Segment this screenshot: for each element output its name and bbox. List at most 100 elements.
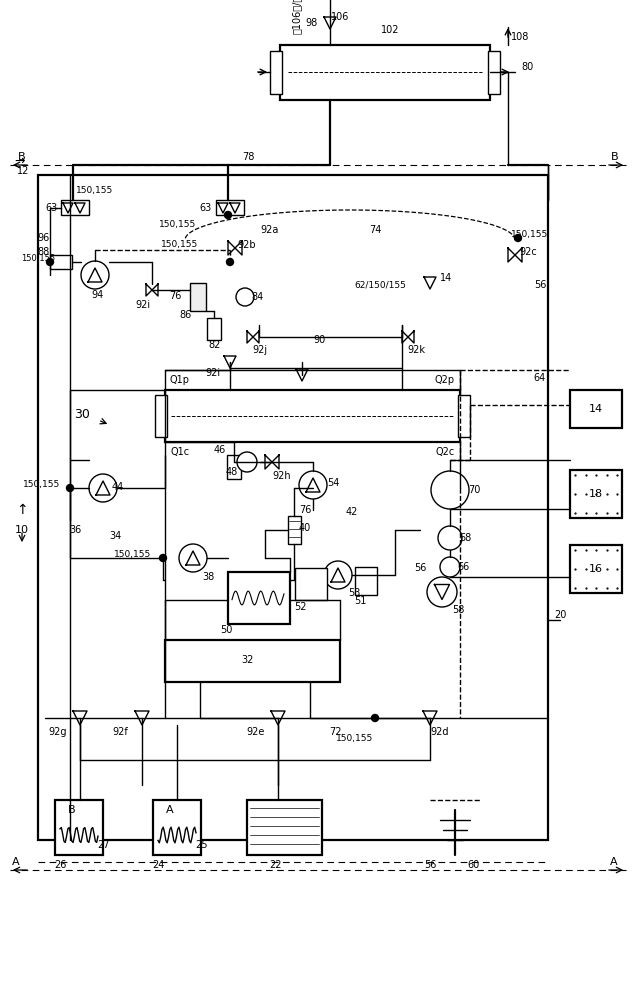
Text: 51: 51: [354, 596, 366, 606]
Text: 78: 78: [242, 152, 254, 162]
Bar: [488, 51, 500, 94]
Text: 48: 48: [226, 467, 238, 477]
Text: 92i: 92i: [135, 300, 151, 310]
Text: Q1c: Q1c: [170, 447, 190, 457]
Text: 32: 32: [242, 655, 254, 665]
Circle shape: [515, 234, 522, 241]
Circle shape: [89, 474, 117, 502]
Text: Q1p: Q1p: [170, 375, 190, 385]
Text: 44: 44: [112, 482, 124, 492]
Bar: [61, 200, 89, 215]
Circle shape: [67, 485, 74, 491]
Text: 82: 82: [209, 340, 221, 350]
Circle shape: [236, 288, 254, 306]
Text: 92b: 92b: [238, 240, 256, 250]
Circle shape: [438, 526, 462, 550]
Circle shape: [160, 554, 167, 562]
Text: 40: 40: [299, 523, 311, 533]
Text: A: A: [611, 857, 618, 867]
Text: 60: 60: [468, 860, 480, 870]
Text: A: A: [166, 805, 174, 815]
Text: 84: 84: [252, 292, 264, 302]
Text: 72: 72: [329, 727, 342, 737]
Circle shape: [81, 261, 109, 289]
Text: 150,155: 150,155: [76, 186, 114, 194]
Text: 92d: 92d: [431, 727, 449, 737]
Text: 14: 14: [589, 404, 603, 414]
Text: 38: 38: [202, 572, 214, 582]
Circle shape: [371, 714, 378, 722]
Text: 42: 42: [346, 507, 358, 517]
Bar: [38, 175, 548, 840]
Text: 56: 56: [414, 563, 426, 573]
Text: 27: 27: [98, 840, 110, 850]
Text: 80: 80: [522, 62, 534, 72]
Text: 92c: 92c: [519, 247, 537, 257]
Text: 108: 108: [511, 32, 529, 42]
Bar: [570, 470, 622, 518]
Text: 88: 88: [37, 247, 49, 257]
Text: 30: 30: [74, 408, 90, 422]
Text: 52: 52: [294, 602, 307, 612]
Bar: [165, 640, 340, 682]
Bar: [295, 568, 327, 600]
Text: 98: 98: [306, 18, 318, 28]
Text: 150,155: 150,155: [336, 734, 373, 742]
Text: 12: 12: [17, 166, 29, 176]
Circle shape: [427, 577, 457, 607]
Text: 54: 54: [327, 478, 339, 488]
Text: 92a: 92a: [261, 225, 279, 235]
Text: 92g: 92g: [49, 727, 67, 737]
Text: 63: 63: [200, 203, 212, 213]
Text: 150,155: 150,155: [24, 480, 60, 488]
Text: 94: 94: [92, 290, 104, 300]
Text: 22: 22: [270, 860, 282, 870]
Bar: [270, 51, 282, 94]
Bar: [570, 390, 622, 428]
Circle shape: [46, 258, 53, 265]
Text: 63: 63: [45, 203, 57, 213]
Text: B: B: [611, 152, 618, 162]
Bar: [280, 45, 490, 100]
Text: 14: 14: [440, 273, 452, 283]
Text: 62/150/155: 62/150/155: [354, 280, 406, 290]
Text: 50: 50: [220, 625, 232, 635]
Text: 92f: 92f: [112, 727, 128, 737]
Text: 25: 25: [196, 840, 208, 850]
Text: 36: 36: [69, 525, 81, 535]
Bar: [50, 255, 72, 269]
Circle shape: [179, 544, 207, 572]
Text: 92k: 92k: [407, 345, 425, 355]
Text: 76: 76: [299, 505, 311, 515]
Circle shape: [440, 557, 460, 577]
Text: 92h: 92h: [273, 471, 291, 481]
Circle shape: [225, 212, 232, 219]
Text: →: →: [15, 154, 25, 167]
Bar: [227, 455, 241, 479]
Bar: [55, 800, 103, 855]
Text: B: B: [18, 152, 25, 162]
Text: 92j: 92j: [252, 345, 268, 355]
Text: B: B: [68, 805, 76, 815]
Bar: [247, 800, 322, 855]
Circle shape: [324, 561, 352, 589]
Text: 70: 70: [468, 485, 480, 495]
Circle shape: [226, 258, 233, 265]
Text: A: A: [12, 857, 20, 867]
Circle shape: [237, 452, 257, 472]
Bar: [207, 318, 221, 340]
Text: 106: 106: [331, 12, 349, 22]
Bar: [165, 390, 460, 442]
Text: Q2p: Q2p: [435, 375, 455, 385]
Text: 68: 68: [460, 533, 472, 543]
Bar: [155, 395, 167, 437]
Text: 96: 96: [38, 233, 50, 243]
Circle shape: [431, 471, 469, 509]
Bar: [355, 567, 377, 595]
Bar: [228, 572, 290, 624]
Text: 92i: 92i: [205, 368, 221, 378]
Text: 90: 90: [314, 335, 326, 345]
Text: 18: 18: [589, 489, 603, 499]
Bar: [458, 395, 470, 437]
Text: 150,155: 150,155: [21, 253, 55, 262]
